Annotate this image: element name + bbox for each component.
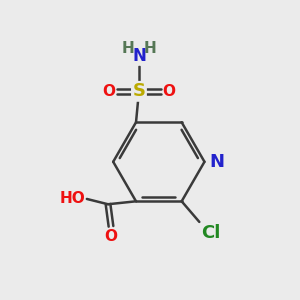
Text: Cl: Cl <box>201 224 220 242</box>
Text: N: N <box>132 47 146 65</box>
Text: H: H <box>144 41 157 56</box>
Text: O: O <box>104 229 118 244</box>
Text: HO: HO <box>60 191 86 206</box>
Text: S: S <box>133 82 146 100</box>
Text: O: O <box>163 84 176 99</box>
Text: O: O <box>102 84 116 99</box>
Text: N: N <box>210 153 225 171</box>
Text: H: H <box>122 41 134 56</box>
